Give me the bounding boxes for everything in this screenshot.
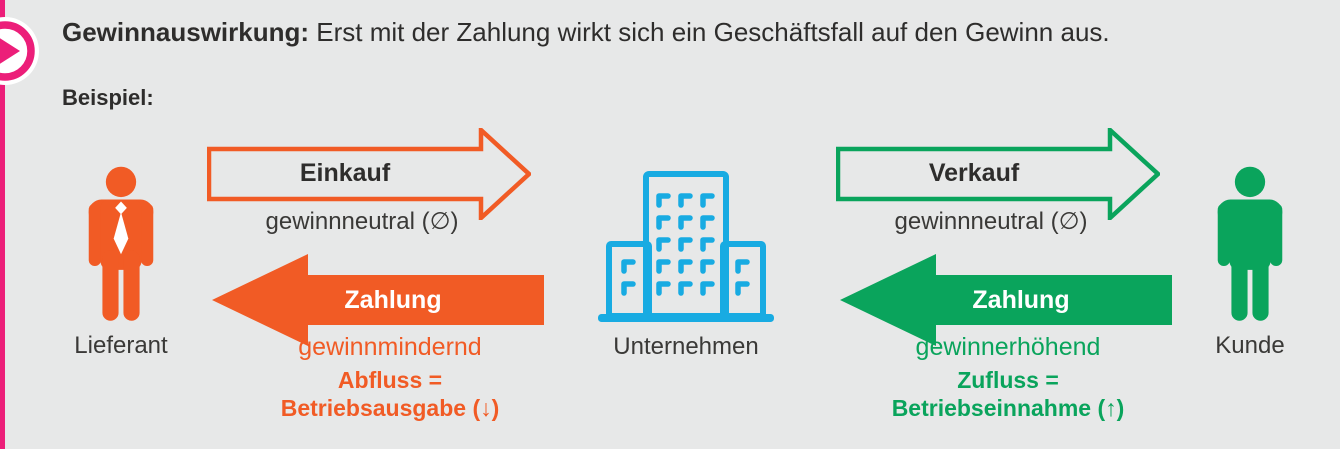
purchase-payment-note: gewinnmindernd [298, 333, 482, 361]
sale-note: gewinnneutral (∅) [894, 208, 1088, 235]
title-text: Erst mit der Zahlung wirkt sich ein Gesc… [316, 17, 1110, 47]
customer-label: Kunde [1215, 332, 1285, 359]
purchase-arrow-icon [207, 128, 531, 220]
sale-payment-detail-1: Zufluss = [957, 367, 1059, 393]
company-label: Unternehmen [613, 333, 759, 360]
company-building-icon [598, 171, 774, 322]
purchase-payment-detail-2: Betriebsausgabe (↓) [280, 395, 500, 421]
tie-icon [113, 201, 129, 255]
purchase-arrow-label: Einkauf [299, 158, 391, 187]
play-icon [0, 17, 39, 85]
sale-payment-arrow-icon [840, 254, 1172, 346]
accent-bar [0, 0, 5, 449]
purchase-payment-detail-1: Abfluss = [337, 367, 443, 393]
title-keyword: Gewinnauswirkung: [62, 17, 310, 47]
purchase-payment-arrow-icon [212, 254, 544, 346]
page-title: Gewinnauswirkung: Erst mit der Zahlung w… [62, 16, 1312, 49]
play-button[interactable] [0, 16, 40, 86]
purchase-payment-arrow-label: Zahlung [344, 285, 442, 314]
sale-payment-note: gewinnerhöhend [915, 333, 1101, 361]
customer-person-icon [1217, 166, 1283, 321]
purchase-note: gewinnneutral (∅) [265, 208, 459, 235]
sale-arrow-icon [836, 128, 1160, 220]
supplier-label: Lieferant [74, 332, 168, 359]
sale-payment-arrow-label: Zahlung [972, 285, 1070, 314]
sale-payment-detail-2: Betriebseinnahme (↑) [891, 395, 1125, 421]
example-label: Beispiel: [62, 85, 154, 110]
supplier-person-icon [88, 166, 154, 321]
sale-arrow-label: Verkauf [928, 158, 1020, 187]
